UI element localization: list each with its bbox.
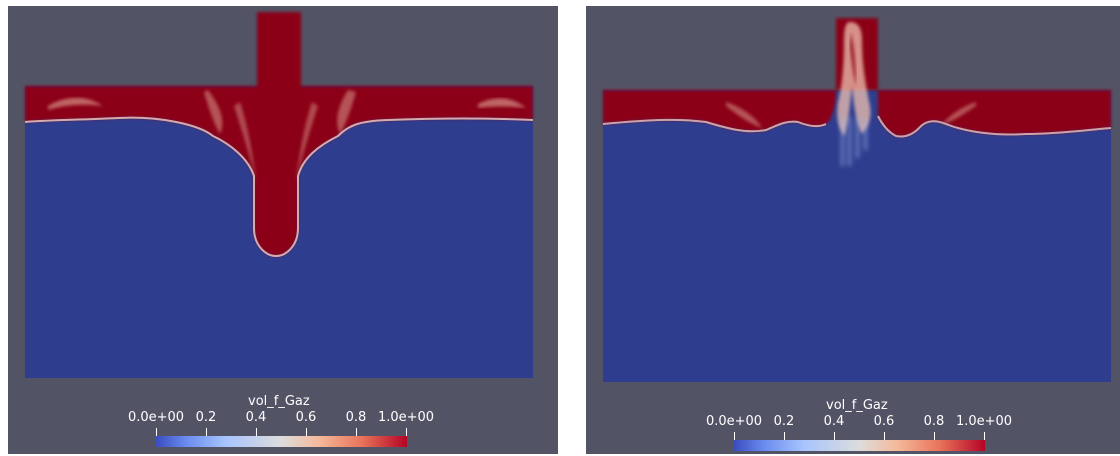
colorbar-tick [256,428,257,436]
colorbar-tick-label: 0.6 [873,414,895,429]
colorbar-tick [356,428,357,436]
gas-jet [837,22,871,136]
colorbar-tick-label: 0.2 [773,414,795,429]
colorbar-tick [934,432,935,440]
colorbar-tick-label: 0.4 [823,414,845,429]
volume-fraction-field-right [602,18,1112,382]
colorbar-tick [306,428,307,436]
colorbar-tick [156,428,157,436]
simulation-panel-left: vol_f_Gaz 0.0e+00 0.2 0.4 0.6 0.8 1.0e+0… [8,6,558,454]
colorbar [156,436,407,447]
colorbar-tick [206,428,207,436]
colorbar-tick-label: 0.6 [295,410,317,425]
colorbar-tick [734,432,735,440]
colorbar-tick [834,432,835,440]
colorbar-tick [406,428,407,436]
colorbar-tick [784,432,785,440]
colorbar-tick-label: 0.8 [923,414,945,429]
colorbar-tick-label: 1.0e+00 [955,414,1013,429]
colorbar-tick [884,432,885,440]
colorbar-tick-label: 0.8 [345,410,367,425]
colorbar-tick-label: 1.0e+00 [377,410,435,425]
colorbar-title: vol_f_Gaz [248,394,310,409]
gas-region [25,12,533,256]
colorbar-tick-label: 0.2 [195,410,217,425]
volume-fraction-field-left [24,12,534,378]
colorbar-tick-label: 0.0e+00 [705,414,763,429]
colorbar-title: vol_f_Gaz [826,398,888,413]
simulation-panel-right: vol_f_Gaz 0.0e+00 0.2 0.4 0.6 0.8 1.0e+0… [586,6,1120,454]
colorbar-tick-label: 0.4 [245,410,267,425]
colorbar-tick [984,432,985,440]
colorbar-tick-label: 0.0e+00 [127,410,185,425]
colorbar [734,440,985,451]
